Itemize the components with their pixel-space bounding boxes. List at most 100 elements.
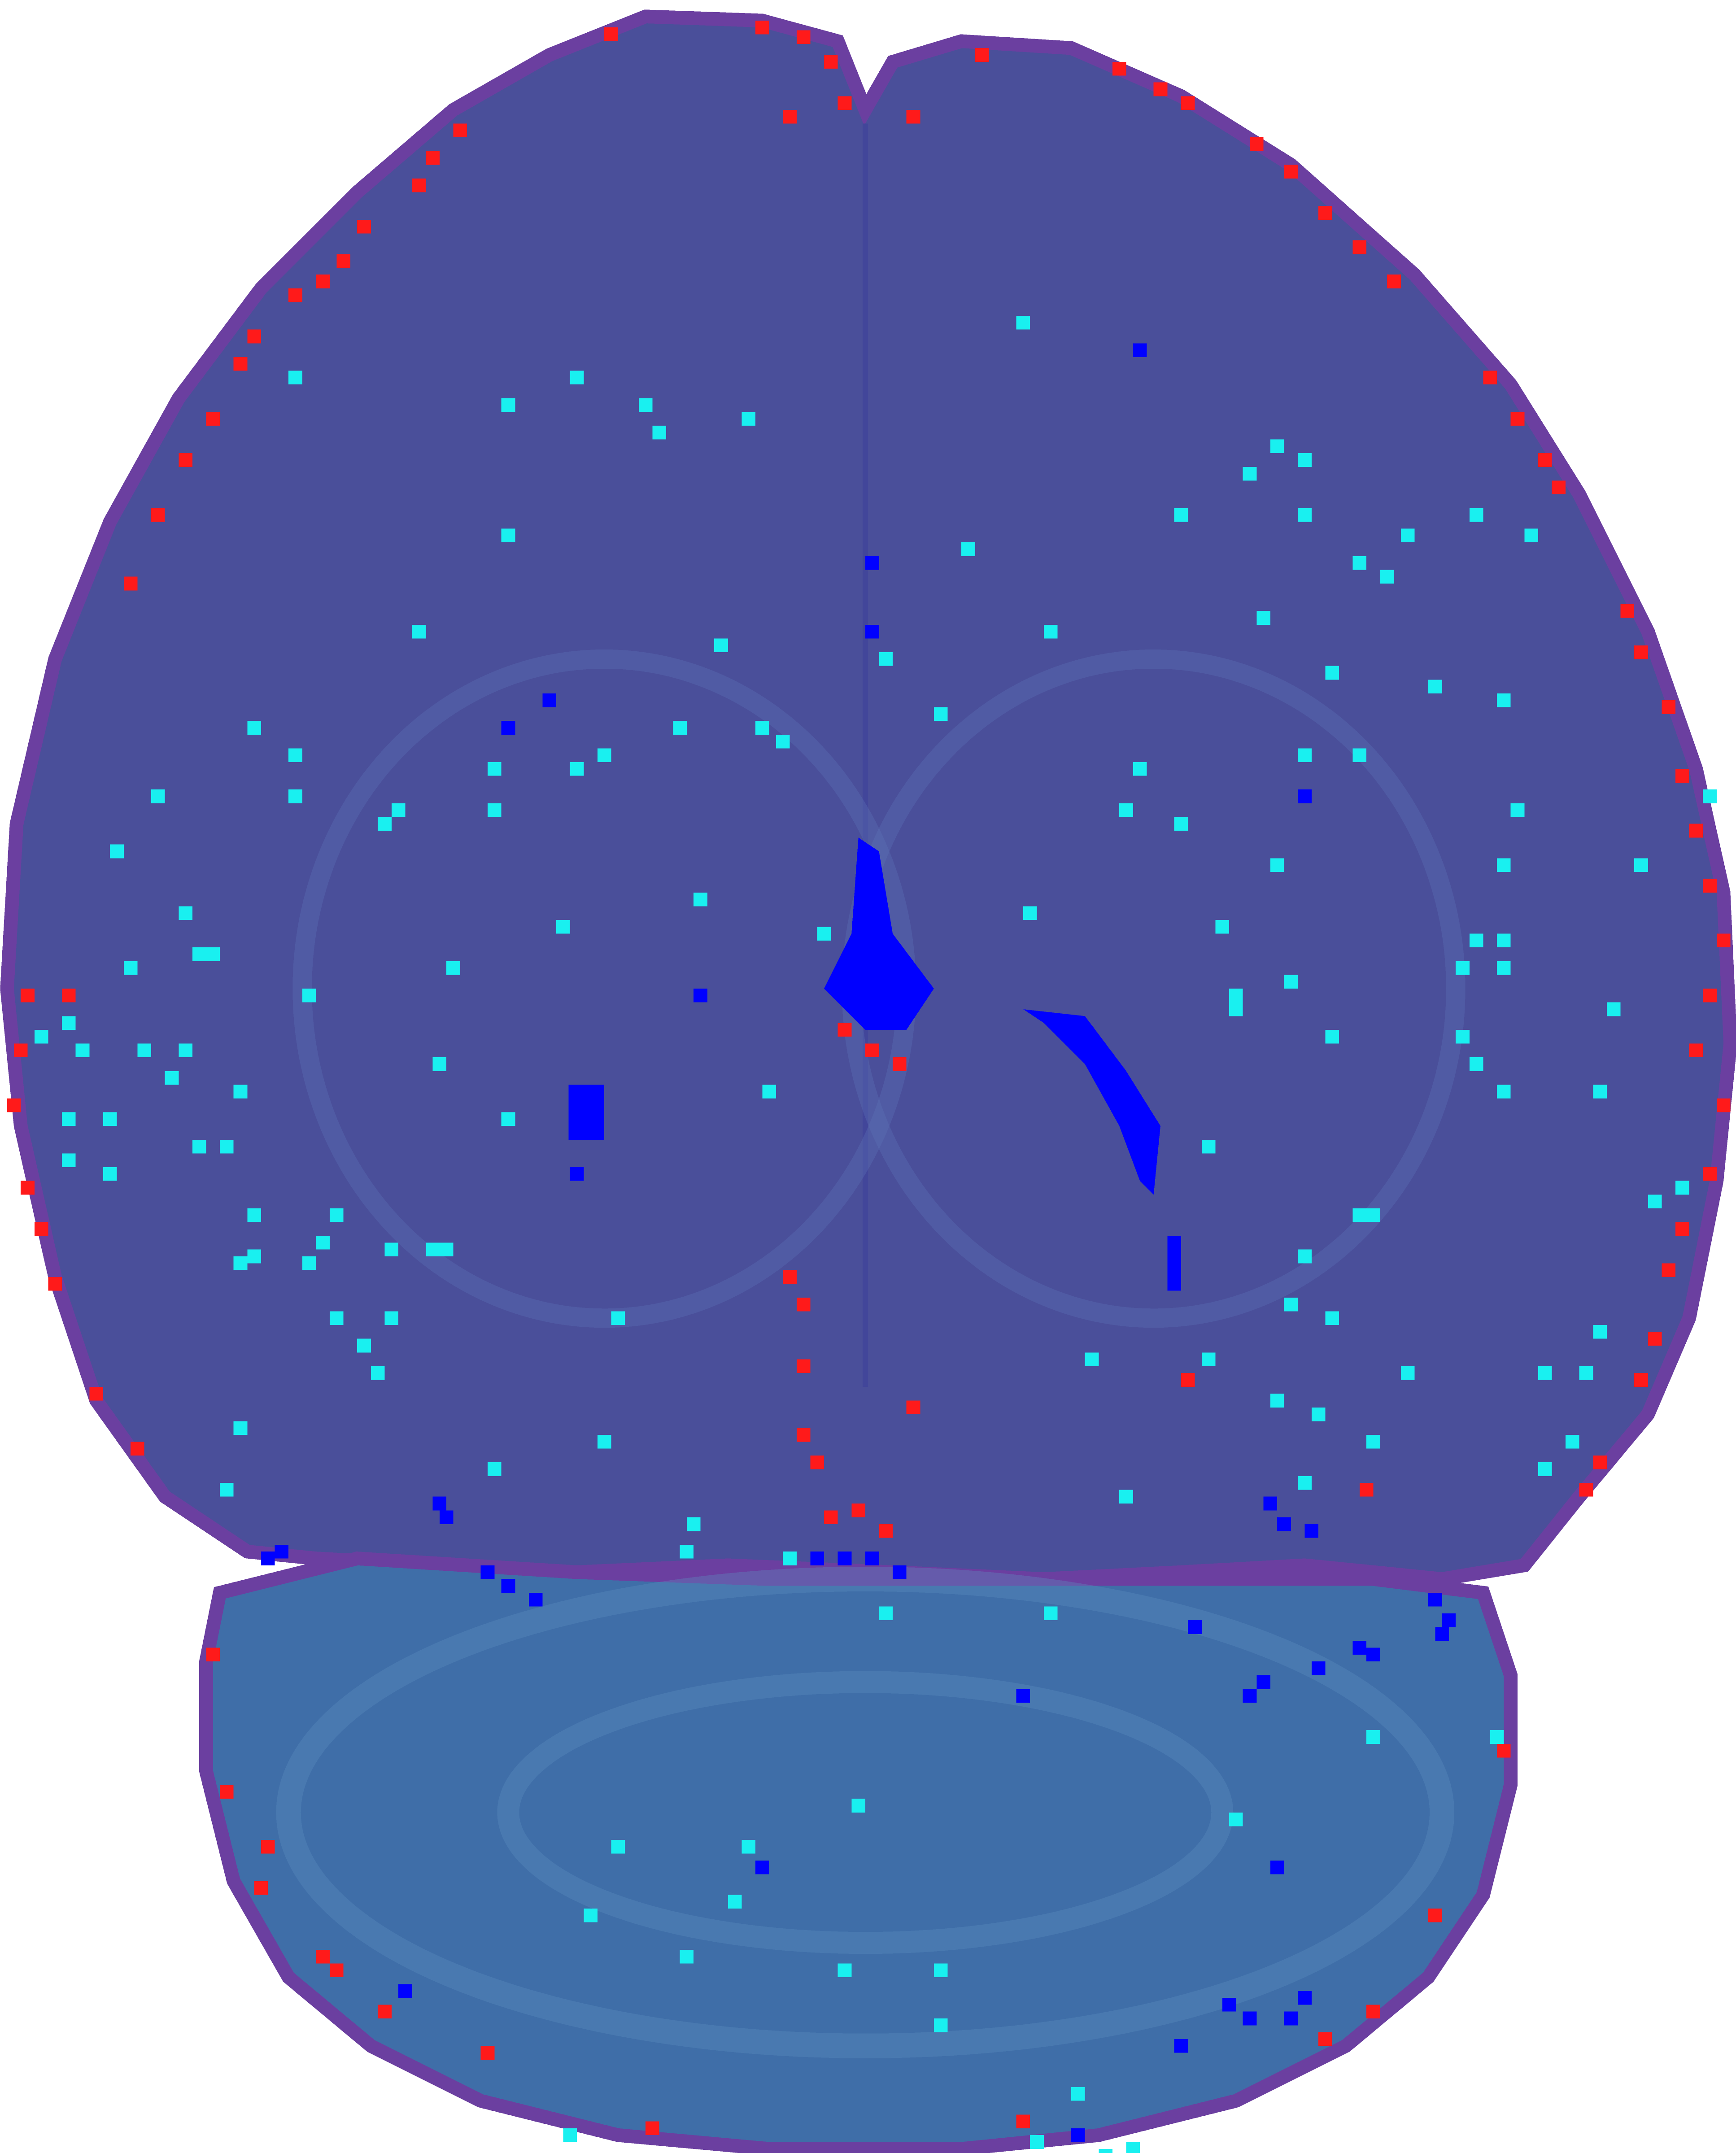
cyan-voxel — [316, 1236, 330, 1250]
cyan-voxel — [1380, 570, 1394, 584]
cyan-voxel — [378, 817, 392, 831]
cyan-voxel — [357, 1338, 371, 1353]
ventricle-right-tail — [1167, 1236, 1181, 1291]
red-voxel — [1483, 370, 1497, 385]
cyan-voxel — [1634, 858, 1648, 872]
cyan-voxel — [742, 412, 755, 426]
cyan-voxel — [1311, 1407, 1326, 1421]
blue-voxel — [1270, 1860, 1284, 1874]
cyan-voxel — [1497, 858, 1511, 872]
cyan-voxel — [391, 803, 406, 817]
cyan-voxel — [1606, 1002, 1621, 1016]
cyan-voxel — [1566, 1434, 1579, 1449]
cyan-voxel — [1023, 906, 1037, 920]
red-voxel — [1250, 137, 1264, 151]
cyan-voxel — [1490, 1730, 1504, 1744]
red-voxel — [1620, 604, 1635, 618]
cyan-voxel — [330, 1208, 344, 1222]
cyan-voxel — [686, 1517, 701, 1531]
ventricle-right — [1023, 1009, 1161, 1195]
red-voxel — [412, 178, 426, 192]
red-voxel — [1716, 1098, 1731, 1112]
red-voxel — [1593, 1455, 1607, 1469]
cyan-voxel — [123, 961, 138, 975]
cyan-voxel — [1703, 789, 1717, 803]
cyan-voxel — [233, 1421, 248, 1435]
cyan-voxel — [652, 425, 666, 440]
cyan-voxel — [1298, 508, 1312, 522]
blue-voxel — [528, 1593, 543, 1607]
cyan-voxel — [1675, 1181, 1689, 1195]
cyan-voxel — [110, 844, 124, 859]
cyan-voxel — [220, 1483, 234, 1497]
blue-voxel — [1133, 343, 1147, 357]
cyan-voxel — [103, 1167, 117, 1181]
red-voxel — [796, 30, 811, 44]
cyan-voxel — [638, 398, 653, 412]
red-voxel — [1634, 1373, 1648, 1387]
cyan-voxel — [62, 1016, 76, 1030]
cyan-voxel — [179, 906, 192, 920]
red-voxel — [34, 1222, 48, 1236]
cyan-voxel — [288, 789, 302, 803]
red-voxel — [796, 1359, 811, 1373]
cyan-voxel — [1510, 803, 1525, 817]
cyan-voxel — [1133, 762, 1147, 776]
cyan-voxel — [1298, 1249, 1312, 1264]
cyan-voxel — [1174, 508, 1188, 522]
cyan-voxel — [488, 803, 502, 817]
cyan-voxel — [1174, 817, 1188, 831]
cyan-voxel — [1284, 975, 1298, 989]
cyan-voxel — [330, 1311, 344, 1325]
red-voxel — [1181, 1373, 1195, 1387]
red-voxel — [1716, 933, 1731, 948]
blue-voxel — [1263, 1496, 1278, 1511]
cyan-voxel — [680, 1544, 694, 1559]
cyan-voxel — [1648, 1194, 1662, 1208]
red-voxel — [837, 96, 852, 110]
red-voxel — [316, 275, 330, 288]
blue-voxel — [1243, 1689, 1257, 1703]
cyan-voxel — [1201, 1139, 1216, 1154]
cyan-voxel — [1456, 961, 1470, 975]
cyan-voxel — [1229, 1002, 1243, 1016]
cyan-voxel — [501, 528, 515, 543]
red-voxel — [254, 1881, 268, 1895]
cyan-voxel — [1030, 2135, 1044, 2149]
cyan-voxel — [1229, 989, 1243, 1002]
cyan-voxel — [220, 1139, 234, 1154]
cyan-voxel — [714, 638, 728, 653]
red-voxel — [837, 1023, 852, 1037]
cyan-voxel — [501, 398, 515, 412]
blue-voxel — [432, 1496, 447, 1511]
cyan-voxel — [742, 1840, 755, 1854]
red-voxel — [1675, 769, 1689, 783]
red-voxel-overlay — [7, 20, 1731, 2136]
blue-voxel — [275, 1544, 289, 1559]
cyan-voxel — [1400, 1366, 1415, 1380]
cyan-voxel — [1593, 1325, 1607, 1339]
cyan-voxel — [192, 947, 206, 961]
cyan-voxel — [488, 1462, 502, 1476]
cyan-voxel — [1325, 1029, 1339, 1044]
red-voxel — [783, 109, 797, 124]
blue-voxel — [694, 989, 707, 1002]
cyan-voxel — [165, 1071, 179, 1085]
blue-voxel — [1277, 1517, 1291, 1531]
cyan-voxel — [1215, 920, 1230, 934]
cyan-voxel — [1497, 933, 1511, 948]
cyan-voxel — [728, 1895, 742, 1909]
red-voxel — [824, 1510, 838, 1524]
blue-voxel — [1435, 1627, 1449, 1641]
red-voxel — [1359, 1483, 1374, 1497]
blue-voxel — [570, 1167, 584, 1181]
cyan-voxel — [1366, 1730, 1380, 1744]
red-voxel — [179, 453, 192, 467]
red-voxel — [1648, 1332, 1662, 1346]
red-voxel — [288, 288, 302, 302]
cyan-voxel — [611, 1840, 625, 1854]
cyan-voxel — [1497, 1085, 1511, 1098]
cyan-voxel — [233, 1085, 248, 1098]
red-voxel — [1703, 1167, 1717, 1181]
